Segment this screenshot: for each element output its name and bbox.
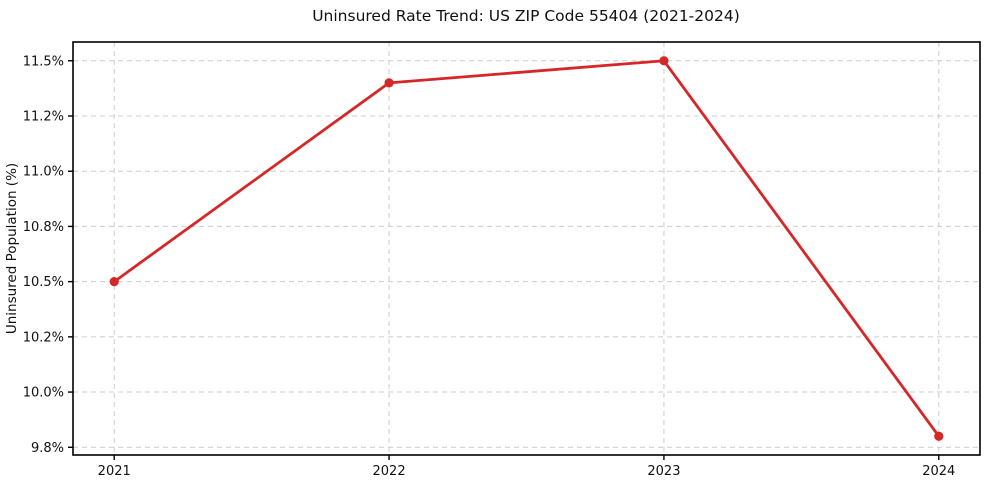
data-point-marker — [934, 431, 944, 441]
y-tick-label: 10.8% — [23, 220, 64, 235]
plot-frame — [72, 41, 981, 456]
axis-tick-labels: 9.8% 10.0% 10.2% 10.5% 10.8% 11.0% 11.2% 11.5% 2… — [23, 54, 956, 479]
data-point-marker — [659, 56, 669, 66]
y-axis-label: Uninsured Population (%) — [4, 163, 20, 334]
y-tick-label: 10.2% — [23, 330, 64, 345]
x-tick-label: 2022 — [373, 464, 406, 479]
data-series — [109, 56, 944, 441]
grid-lines — [73, 42, 980, 455]
x-tick-label: 2021 — [98, 464, 131, 479]
y-tick-label: 9.8% — [31, 441, 64, 456]
y-tick-label: 11.2% — [23, 109, 64, 124]
x-tick-label: 2023 — [647, 464, 680, 479]
chart-title: Uninsured Rate Trend: US ZIP Code 55404 … — [312, 7, 740, 25]
data-point-marker — [109, 277, 119, 287]
trend-line — [112, 59, 941, 438]
y-tick-label: 11.5% — [23, 54, 64, 69]
y-tick-label: 10.5% — [23, 275, 64, 290]
axis-tick-marks — [68, 60, 940, 460]
y-tick-label: 10.0% — [23, 386, 64, 401]
data-point-marker — [384, 78, 394, 88]
y-tick-label: 11.0% — [23, 165, 64, 180]
x-tick-label: 2024 — [922, 464, 955, 479]
